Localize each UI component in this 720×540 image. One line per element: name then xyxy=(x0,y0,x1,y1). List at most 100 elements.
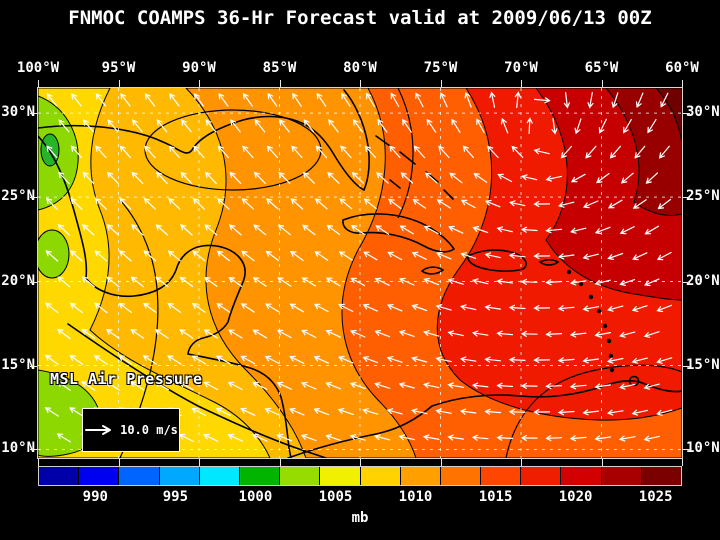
wind-arrow xyxy=(81,276,95,288)
pressure-map xyxy=(38,88,682,458)
wind-arrow xyxy=(551,118,558,135)
wind-arrow xyxy=(533,97,551,104)
axis-tick xyxy=(38,459,39,466)
colorbar-unit: mb xyxy=(351,510,369,526)
colorbar-segment xyxy=(440,467,482,485)
wind-arrow xyxy=(313,355,329,364)
colorbar-tick-label: 1015 xyxy=(478,489,513,505)
axis-tick xyxy=(30,197,37,199)
wind-arrow xyxy=(619,226,635,235)
colorbar-tick-label: 1025 xyxy=(638,489,673,505)
wind-arrow xyxy=(533,409,551,416)
wind-arrow xyxy=(619,279,636,286)
lat-label: 15°N xyxy=(1,356,35,373)
wind-arrow xyxy=(635,92,644,109)
wind-arrow xyxy=(325,381,342,390)
wind-arrow xyxy=(533,200,551,208)
wind-arrow xyxy=(143,302,157,313)
wind-arrow xyxy=(289,303,305,313)
axis-tick xyxy=(118,459,120,466)
colorbar-segment xyxy=(280,467,321,485)
wind-arrow xyxy=(292,92,302,107)
axis-tick xyxy=(199,459,200,466)
colorbar-segment xyxy=(521,467,562,485)
wind-arrow xyxy=(436,199,451,209)
wind-arrow xyxy=(606,409,624,416)
wind-speed-legend: 10.0 m/s xyxy=(82,408,180,452)
wind-arrow xyxy=(155,276,169,288)
colorbar-tick-label: 995 xyxy=(162,489,189,505)
axis-tick xyxy=(279,459,281,466)
wind-arrow xyxy=(107,119,119,133)
wind-arrow xyxy=(447,330,464,337)
wind-arrow xyxy=(300,381,317,390)
wind-arrow xyxy=(424,172,438,184)
wind-arrow xyxy=(205,119,217,133)
wind-arrow xyxy=(56,433,71,443)
wind-arrow xyxy=(435,408,452,415)
wind-arrow xyxy=(609,145,621,159)
wind-arrow xyxy=(484,199,501,208)
wind-arrow xyxy=(301,277,316,287)
wind-arrow xyxy=(520,226,538,233)
wind-arrow xyxy=(496,278,513,285)
wind-arrow xyxy=(203,433,219,442)
wind-arrow xyxy=(313,407,330,416)
wind-arrow xyxy=(82,224,95,236)
wind-arrow xyxy=(81,381,96,391)
wind-arrow xyxy=(204,171,217,184)
wind-arrow xyxy=(215,355,231,365)
wind-arrow xyxy=(131,171,144,184)
wind-arrow xyxy=(289,355,305,364)
wind-arrow xyxy=(82,119,94,133)
wind-arrow xyxy=(398,277,415,286)
wind-arrow xyxy=(514,91,521,109)
wind-arrow xyxy=(508,304,526,311)
wind-arrow xyxy=(265,303,280,313)
wind-arrow xyxy=(496,434,514,441)
wind-arrow xyxy=(594,226,611,235)
wind-arrow xyxy=(462,145,475,159)
wind-arrow xyxy=(374,277,390,286)
wind-arrow xyxy=(496,382,514,389)
wind-arrow xyxy=(460,199,476,209)
wind-arrow xyxy=(193,93,204,107)
wind-arrow xyxy=(643,278,660,287)
wind-arrow xyxy=(647,119,657,134)
wind-arrow xyxy=(422,434,440,441)
wind-arrow xyxy=(192,197,205,210)
wind-arrow xyxy=(557,357,575,364)
wind-arrow xyxy=(563,92,570,109)
wind-arrow xyxy=(376,172,389,184)
wind-arrow xyxy=(216,250,230,262)
wind-arrow xyxy=(386,408,403,415)
wind-arrow xyxy=(413,145,426,159)
wind-arrow xyxy=(315,145,328,159)
wind-arrow xyxy=(489,91,496,108)
wind-arrow xyxy=(509,200,526,207)
wind-arrow xyxy=(508,408,526,415)
wind-arrow xyxy=(521,174,538,181)
wind-arrow xyxy=(582,253,599,260)
wind-arrow xyxy=(497,173,513,183)
wind-arrow xyxy=(252,277,267,287)
colorbar-segment xyxy=(239,467,281,485)
wind-arrow xyxy=(251,433,268,442)
lon-label: 75°W xyxy=(423,60,458,76)
wind-arrow xyxy=(192,250,206,262)
wind-arrow xyxy=(472,226,489,234)
wind-arrow xyxy=(362,356,379,364)
wind-arrow xyxy=(487,145,499,159)
wind-arrow xyxy=(569,383,587,390)
lat-label: 15°N xyxy=(686,356,720,373)
wind-arrow xyxy=(106,171,119,184)
wind-arrow xyxy=(351,171,364,184)
wind-arrow xyxy=(594,279,611,286)
wind-arrow xyxy=(631,305,648,312)
colorbar-segment xyxy=(39,467,80,485)
colorbar-segment xyxy=(641,467,681,485)
wind-arrow xyxy=(632,199,647,209)
wind-arrow xyxy=(607,199,623,209)
wind-arrow xyxy=(93,355,108,365)
field-label: MSL Air Pressure xyxy=(50,370,203,388)
